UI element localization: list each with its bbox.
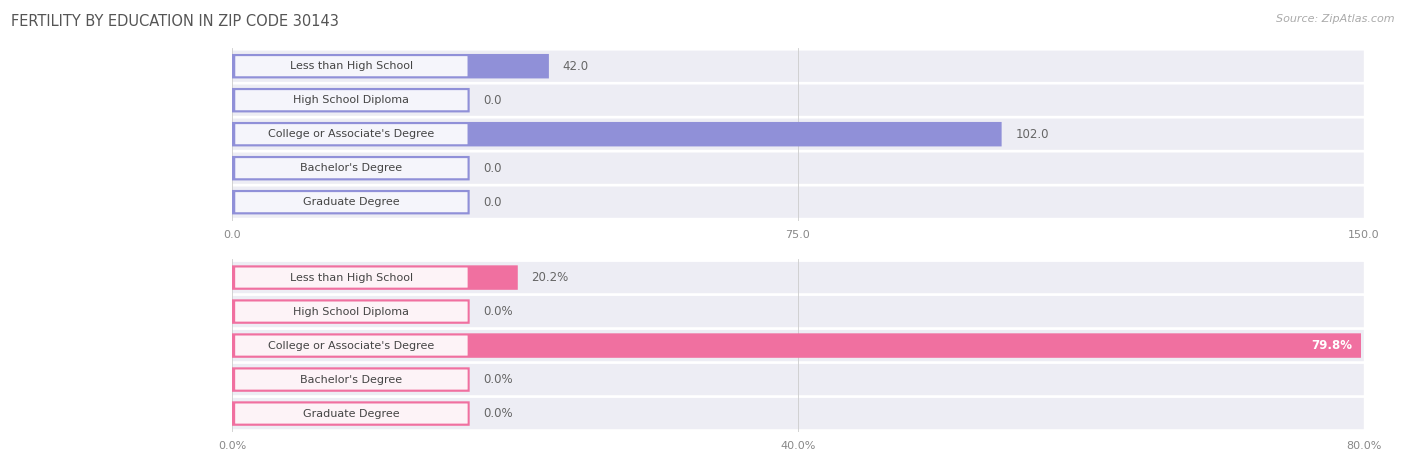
Text: Graduate Degree: Graduate Degree — [304, 197, 399, 207]
Text: Less than High School: Less than High School — [290, 273, 413, 283]
FancyBboxPatch shape — [232, 296, 1364, 327]
Text: 20.2%: 20.2% — [531, 271, 568, 284]
Text: 0.0%: 0.0% — [484, 305, 513, 318]
FancyBboxPatch shape — [232, 119, 1364, 150]
Text: 0.0%: 0.0% — [484, 407, 513, 420]
FancyBboxPatch shape — [235, 158, 468, 178]
FancyBboxPatch shape — [235, 124, 468, 144]
FancyBboxPatch shape — [235, 90, 468, 110]
Text: 0.0: 0.0 — [484, 94, 502, 107]
FancyBboxPatch shape — [232, 88, 470, 113]
FancyBboxPatch shape — [232, 333, 1361, 358]
FancyBboxPatch shape — [235, 335, 468, 356]
FancyBboxPatch shape — [232, 54, 548, 78]
FancyBboxPatch shape — [232, 152, 1364, 184]
Text: 42.0: 42.0 — [562, 60, 589, 73]
Text: Bachelor's Degree: Bachelor's Degree — [301, 375, 402, 385]
FancyBboxPatch shape — [232, 367, 470, 392]
Text: Bachelor's Degree: Bachelor's Degree — [301, 163, 402, 173]
FancyBboxPatch shape — [232, 190, 470, 214]
FancyBboxPatch shape — [235, 267, 468, 288]
Text: 79.8%: 79.8% — [1310, 339, 1353, 352]
Text: 0.0: 0.0 — [484, 162, 502, 175]
FancyBboxPatch shape — [235, 370, 468, 390]
FancyBboxPatch shape — [235, 192, 468, 212]
Text: Source: ZipAtlas.com: Source: ZipAtlas.com — [1277, 14, 1395, 24]
FancyBboxPatch shape — [235, 403, 468, 424]
FancyBboxPatch shape — [235, 302, 468, 322]
FancyBboxPatch shape — [232, 262, 1364, 293]
FancyBboxPatch shape — [232, 266, 517, 290]
FancyBboxPatch shape — [232, 122, 1001, 146]
Text: 0.0%: 0.0% — [484, 373, 513, 386]
FancyBboxPatch shape — [232, 398, 1364, 429]
FancyBboxPatch shape — [232, 330, 1364, 361]
Text: Graduate Degree: Graduate Degree — [304, 408, 399, 418]
FancyBboxPatch shape — [232, 187, 1364, 218]
FancyBboxPatch shape — [232, 364, 1364, 395]
Text: 102.0: 102.0 — [1015, 128, 1049, 141]
Text: High School Diploma: High School Diploma — [294, 306, 409, 316]
FancyBboxPatch shape — [232, 156, 470, 180]
Text: 0.0: 0.0 — [484, 196, 502, 209]
FancyBboxPatch shape — [232, 50, 1364, 82]
FancyBboxPatch shape — [232, 85, 1364, 116]
FancyBboxPatch shape — [232, 299, 470, 324]
Text: High School Diploma: High School Diploma — [294, 95, 409, 105]
Text: College or Associate's Degree: College or Associate's Degree — [269, 129, 434, 139]
FancyBboxPatch shape — [235, 56, 468, 76]
FancyBboxPatch shape — [232, 401, 470, 426]
Text: College or Associate's Degree: College or Associate's Degree — [269, 341, 434, 351]
Text: Less than High School: Less than High School — [290, 61, 413, 71]
Text: FERTILITY BY EDUCATION IN ZIP CODE 30143: FERTILITY BY EDUCATION IN ZIP CODE 30143 — [11, 14, 339, 29]
